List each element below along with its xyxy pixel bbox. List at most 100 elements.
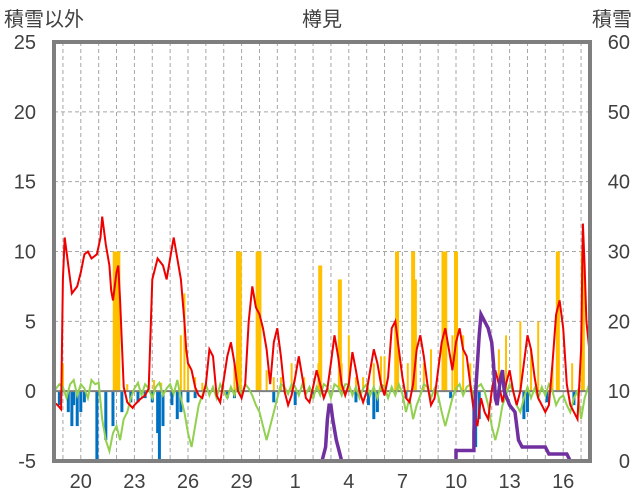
orange-bar [290,363,293,392]
left-tick-label: 20 [14,102,36,124]
orange-bar [272,377,275,392]
orange-bar [383,356,386,392]
right-tick-label: 40 [608,172,630,194]
orange-bar [422,363,425,392]
orange-bar [406,363,409,392]
blue-bar [186,391,190,403]
orange-bar [443,251,448,392]
blue-bar [272,391,276,403]
right-axis-title: 積雪 [592,8,632,31]
left-tick-label: 15 [14,172,36,194]
orange-bar [555,251,560,392]
orange-bar [201,382,204,392]
x-tick-label: 20 [70,471,92,493]
blue-bar [372,391,376,420]
blue-bar [104,391,108,441]
blue-bar [79,391,83,413]
x-tick-label: 16 [552,471,574,493]
orange-bar [126,384,129,392]
orange-bar [580,251,585,392]
right-tick-label: 0 [619,451,630,473]
orange-bar [454,251,458,392]
left-tick-label: -5 [18,451,36,473]
chart-title: 樽見 [302,8,342,31]
left-axis-ticks: -5 0 5 10 15 20 25 [14,32,36,473]
x-tick-label: 13 [498,471,520,493]
orange-bar [347,335,350,392]
right-axis-ticks: 0 10 20 30 40 50 60 [608,32,630,473]
right-tick-label: 10 [608,381,630,403]
blue-bar [156,391,160,434]
orange-bar [153,379,156,392]
left-tick-label: 10 [14,242,36,264]
blue-bar [136,391,140,403]
orange-bar [183,293,186,392]
left-tick-label: 5 [25,311,36,333]
blue-bar [111,391,115,427]
orange-bar [257,251,262,392]
orange-bar [337,279,342,392]
orange-bar [379,356,382,392]
blue-bar [72,391,76,406]
blue-bar [525,391,529,413]
x-axis-ticks: 20 23 26 29 1 4 7 10 13 16 [70,471,575,493]
blue-bar [225,391,229,399]
orange-bar [505,335,508,392]
x-tick-label: 23 [123,471,145,493]
left-tick-label: 25 [14,32,36,54]
orange-bar [429,349,432,392]
blue-bar [95,391,99,461]
grid-lines [54,42,590,461]
orange-bar [530,349,533,392]
orange-bar [571,363,574,392]
orange-bar [395,251,400,392]
blue-bar [311,391,315,399]
orange-bar [462,335,465,392]
blue-bar [57,391,61,406]
blue-bar [170,391,174,406]
orange-bar [116,251,121,392]
blue-bar [82,391,86,403]
blue-bar [354,391,358,403]
orange-bar [179,335,182,392]
orange-bar [497,349,500,392]
blue-bar [75,391,79,427]
blue-bar [522,391,526,420]
blue-bar [66,391,70,413]
series-purple-line [54,308,590,463]
orange-bar [61,363,64,392]
orange-bar [412,279,417,392]
x-tick-label: 1 [290,471,301,493]
orange-bar [187,363,189,392]
orange-bar [318,265,323,392]
x-tick-label: 29 [230,471,252,493]
blue-bar [293,391,297,406]
orange-bar [551,363,554,392]
blue-bar [157,391,161,461]
orange-bar [372,363,375,392]
x-tick-label: 4 [343,471,354,493]
blue-bar [175,391,179,420]
orange-bar [265,370,268,392]
blue-bar [375,391,379,413]
orange-bar [362,377,365,392]
series-green-line [53,377,591,456]
blue-bar [366,391,370,406]
orange-bar [519,321,522,392]
orange-bar [233,363,236,392]
left-tick-label: 0 [25,381,36,403]
left-axis-title: 積雪以外 [4,8,84,31]
orange-bar [537,321,540,392]
right-tick-label: 20 [608,311,630,333]
right-tick-label: 60 [608,32,630,54]
x-tick-label: 10 [445,471,467,493]
right-tick-label: 30 [608,242,630,264]
blue-bar [545,391,549,403]
blue-bar [193,391,197,399]
blue-bar [120,391,124,413]
blue-bar [449,391,453,399]
right-tick-label: 50 [608,102,630,124]
blue-bar [70,391,74,427]
orange-bar [237,251,242,392]
x-tick-label: 26 [177,471,199,493]
